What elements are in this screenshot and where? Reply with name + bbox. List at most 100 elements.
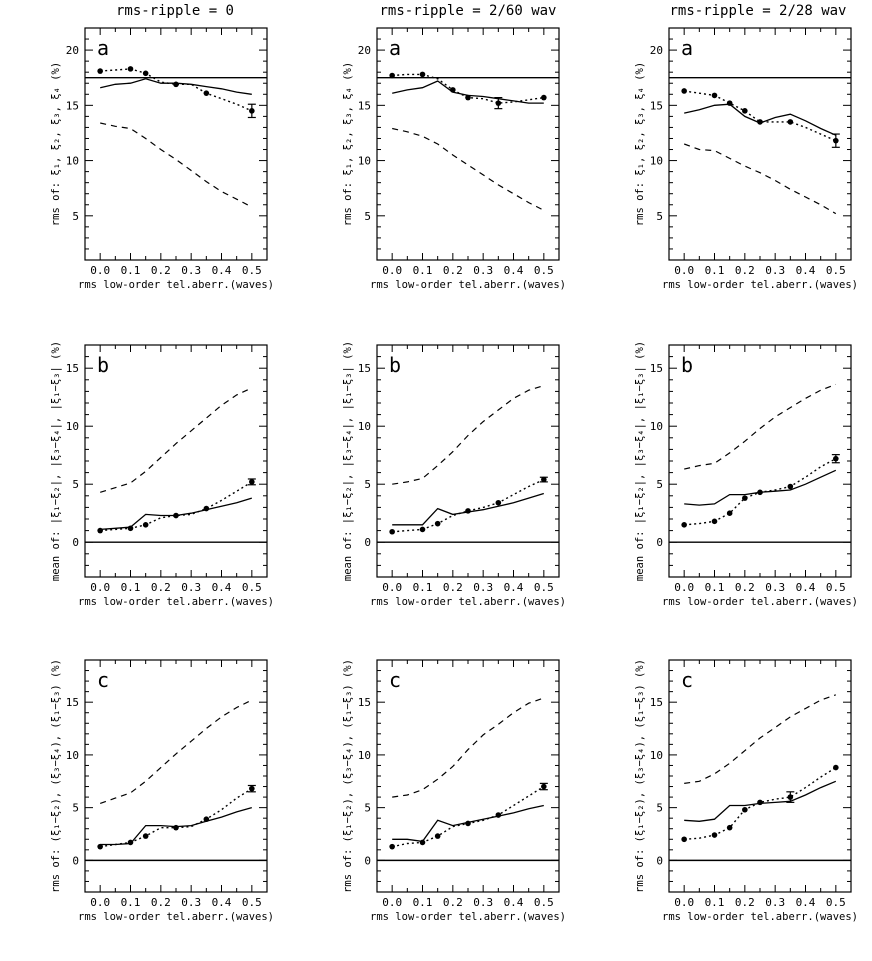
panel-b-2-xtick-label: 0.5 [534, 581, 554, 594]
panel-c-2-xtick-label: 0.4 [504, 896, 524, 909]
panel-b-2-ytick-label: 15 [358, 362, 371, 375]
panel-c-3-data-point [833, 764, 839, 771]
panel-b-1-xtick-label: 0.5 [242, 581, 262, 594]
panel-c-2: c 0.0 0.1 0.2 0.3 0.4 0.5 0 5 10 15 rms low-order t… [342, 659, 566, 923]
panel-c-2-ylabel: rms of: (ξ₁−ξ₂), (ξ₃−ξ₄), (ξ₁−ξ₃) (%) [342, 659, 354, 893]
panel-c-2-xtick-label: 0.5 [534, 896, 554, 909]
panel-a-1-xtick-label: 0.4 [212, 264, 232, 277]
panel-c-2-ytick-label: 5 [364, 802, 371, 815]
panel-a-1-series-dashed [100, 122, 253, 208]
panel-a-2-xtick-label: 0.0 [382, 264, 402, 277]
panel-b-3-data-point [742, 495, 748, 501]
panel-a-2: a 0.0 0.1 0.2 0.3 0.4 0.5 5 10 15 20 rms low-order … [342, 27, 566, 291]
panel-b-1-xtick-label: 0.1 [121, 581, 141, 594]
panel-a-3-data-point [681, 88, 687, 94]
panel-c-3-data-point [742, 806, 748, 813]
column-title-1: rms-ripple = 0 [116, 3, 234, 19]
panel-c-1-xlabel: rms low-order tel.aberr.(waves) [78, 911, 274, 923]
panel-a-2-xtick-label: 0.5 [534, 264, 554, 277]
panel-b-3-xtick-label: 0.1 [705, 581, 725, 594]
panel-c-1-xtick-label: 0.4 [212, 896, 232, 909]
panel-c-2-data-point [389, 843, 395, 850]
panel-a-2-data-point [419, 71, 426, 78]
panel-a-1-xtick-label: 0.5 [242, 264, 262, 277]
panel-b-2-ytick-label: 0 [364, 536, 371, 549]
panel-c-1-ylabel: rms of: (ξ₁−ξ₂), (ξ₃−ξ₄), (ξ₁−ξ₃) (%) [50, 659, 62, 893]
panel-a-2-data-point [465, 94, 471, 101]
panel-c-2-series-dashed [392, 697, 544, 798]
panel-a-3-xlabel: rms low-order tel.aberr.(waves) [662, 279, 858, 291]
panel-a-3-xtick-label: 0.3 [765, 264, 785, 277]
panel-a-2-ytick-label: 5 [364, 210, 371, 223]
panel-c-2-xtick-label: 0.1 [413, 896, 433, 909]
panel-a-2-frame [376, 27, 560, 261]
panel-c-1-series-solid [100, 806, 252, 846]
panel-c-3-xtick-label: 0.1 [705, 896, 725, 909]
panel-b-2-data-point [434, 520, 441, 527]
panel-b-1-ytick-label: 0 [72, 536, 79, 549]
panel-a-2-xtick-label: 0.3 [473, 264, 493, 277]
panel-a-3-series-dashed [683, 143, 837, 215]
panel-c-2-xtick-label: 0.0 [382, 896, 402, 909]
panel-b-3-xtick-label: 0.4 [796, 581, 816, 594]
panel-a-3-series-solid [684, 103, 837, 136]
panel-c-2-xlabel: rms low-order tel.aberr.(waves) [370, 911, 566, 923]
panel-b-1-xtick-label: 0.2 [151, 581, 171, 594]
panel-a-1-ylabel: rms of: ξ₁, ξ₂, ξ₃, ξ₄ (%) [50, 62, 62, 226]
panel-b-3-data-point [726, 510, 733, 516]
panel-b-1-series-solid [100, 497, 252, 531]
panel-c-3: c 0.0 0.1 0.2 0.3 0.4 0.5 0 5 10 15 rms low-order t… [634, 659, 858, 923]
panel-c-3-xlabel: rms low-order tel.aberr.(waves) [662, 911, 858, 923]
panel-c-3-data-point [726, 824, 733, 831]
panel-c-3-data-point [681, 836, 687, 843]
panel-c-1-xtick-label: 0.2 [151, 896, 171, 909]
panel-b-2-xtick-label: 0.1 [413, 581, 433, 594]
column-title-2: rms-ripple = 2/60 wav [379, 3, 556, 19]
panel-c-3-xtick-label: 0.2 [735, 896, 755, 909]
panel-b-1-xlabel: rms low-order tel.aberr.(waves) [78, 596, 274, 608]
panel-a-3-frame [668, 27, 852, 261]
panel-b-3: b 0.0 0.1 0.2 0.3 0.4 0.5 0 5 10 15 rms low-order t… [634, 341, 858, 608]
panel-c-3-xtick-label: 0.0 [674, 896, 694, 909]
panel-a-3-data-point [742, 108, 748, 114]
panel-c-2-ytick-label: 10 [358, 749, 371, 762]
panel-a-3-ytick-label: 20 [650, 44, 663, 57]
panel-c-3-frame [668, 659, 852, 893]
panel-b-2-series-dashed [392, 385, 544, 485]
panel-a-3-ytick-label: 15 [650, 99, 663, 112]
panel-a-3-xtick-label: 0.2 [735, 264, 755, 277]
panel-b-2: b 0.0 0.1 0.2 0.3 0.4 0.5 0 5 10 15 rms low-order t… [342, 341, 566, 608]
panel-a-3-data-point [757, 119, 763, 125]
panel-b-3-series-solid [684, 469, 837, 506]
panel-b-3-ytick-label: 10 [650, 420, 663, 433]
panel-b-1-letter: b [97, 353, 109, 377]
panel-b-3-data-point [787, 483, 794, 490]
panel-b-1-data-point [142, 522, 149, 528]
panel-b-2-series-solid [392, 492, 544, 526]
panel-c-1: c 0.0 0.1 0.2 0.3 0.4 0.5 0 5 10 15 rms low-order t… [50, 659, 274, 923]
panel-c-3-xtick-label: 0.3 [765, 896, 785, 909]
panel-a-1-ytick-label: 10 [66, 155, 79, 168]
panel-c-2-frame [376, 659, 560, 893]
panel-c-1-ytick-label: 5 [72, 802, 79, 815]
panel-c-1-series-dotted-with-markers [100, 788, 253, 848]
panel-a-2-data-point [389, 72, 395, 79]
panel-b-3-data-point [711, 518, 718, 525]
panel-b-1-xtick-label: 0.3 [181, 581, 201, 594]
panel-a-2-letter: a [389, 36, 401, 60]
panel-a-1-data-point [142, 70, 149, 77]
panel-b-2-letter: b [389, 353, 401, 377]
panel-a-1-data-point [173, 81, 179, 88]
panel-b-3-xtick-label: 0.0 [674, 581, 694, 594]
panel-a-3-xtick-label: 0.0 [674, 264, 694, 277]
panel-c-2-xtick-label: 0.2 [443, 896, 463, 909]
panel-b-3-xtick-label: 0.3 [765, 581, 785, 594]
panel-c-1-letter: c [97, 668, 109, 692]
panel-a-2-ytick-label: 20 [358, 44, 371, 57]
panel-b-1-ytick-label: 5 [72, 478, 79, 491]
panel-c-3-ytick-label: 5 [656, 802, 663, 815]
panel-a-1-xlabel: rms low-order tel.aberr.(waves) [78, 279, 274, 291]
panel-c-1-xtick-label: 0.0 [90, 896, 110, 909]
panel-a-1-xtick-label: 0.0 [90, 264, 110, 277]
